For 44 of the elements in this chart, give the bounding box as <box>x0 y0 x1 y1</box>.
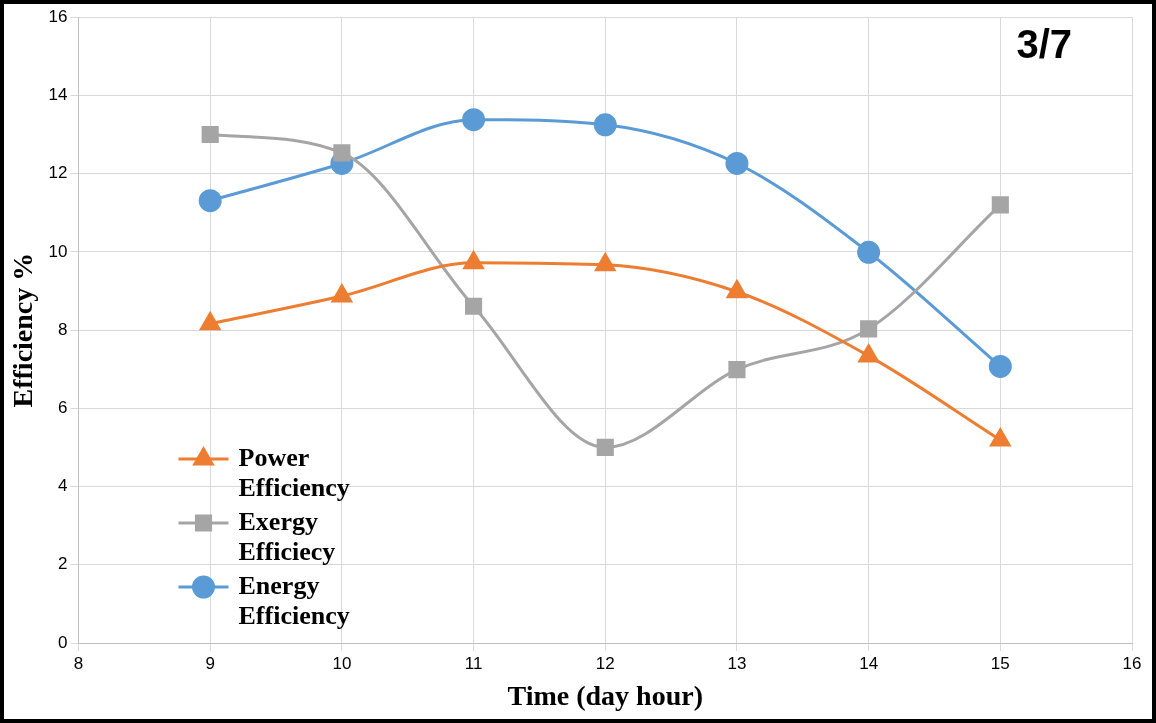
point <box>596 438 614 457</box>
point <box>331 284 353 303</box>
point <box>465 297 483 315</box>
annotation: 3/7 <box>1016 22 1072 67</box>
point <box>725 151 749 175</box>
y-axis-title: Efficiency % <box>7 252 39 408</box>
x-tick-label: 8 <box>73 653 84 673</box>
point <box>200 312 221 331</box>
point <box>991 196 1009 214</box>
point <box>198 189 222 213</box>
point <box>595 253 616 272</box>
legend-label: Energy Efficiency <box>238 570 350 630</box>
y-tick-label: 14 <box>48 85 68 105</box>
point <box>860 320 878 338</box>
point <box>726 280 748 299</box>
point <box>593 113 617 137</box>
point <box>728 361 746 379</box>
x-tick-label: 10 <box>332 653 352 673</box>
point <box>857 240 881 264</box>
y-tick-label: 12 <box>48 163 68 183</box>
y-tick-label: 8 <box>58 319 68 339</box>
x-tick-label: 15 <box>990 653 1010 673</box>
y-tick-label: 16 <box>48 6 68 26</box>
y-tick-label: 0 <box>58 632 68 652</box>
point <box>858 344 879 363</box>
point <box>333 144 351 162</box>
x-tick-label: 16 <box>1122 653 1142 673</box>
x-tick-label: 12 <box>595 653 615 673</box>
x-tick-label: 9 <box>205 653 215 673</box>
point <box>463 251 484 270</box>
x-axis-title: Time (day hour) <box>507 680 703 712</box>
legend-label: Power Efficiency <box>238 442 350 502</box>
y-tick-label: 4 <box>58 476 68 496</box>
point <box>462 108 486 132</box>
point <box>990 428 1011 447</box>
y-tick-label: 2 <box>58 554 68 574</box>
point <box>201 125 219 144</box>
y-tick-label: 10 <box>48 241 68 261</box>
legend-label: Exergy Efficiecy <box>238 506 336 566</box>
x-tick-label: 13 <box>727 653 747 673</box>
x-tick-label: 11 <box>464 653 483 673</box>
y-tick-label: 6 <box>58 398 68 418</box>
point <box>988 354 1012 378</box>
x-tick-label: 14 <box>859 653 879 673</box>
